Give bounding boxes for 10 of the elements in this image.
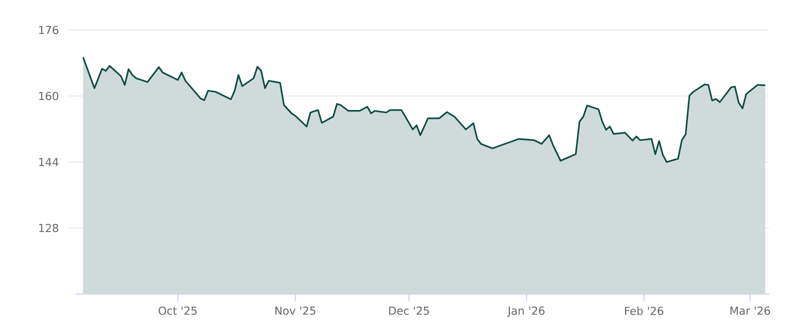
x-tick-label: Mar '26 — [730, 306, 770, 315]
y-tick-label: 160 — [39, 92, 58, 100]
x-tick-label: Dec '25 — [389, 306, 429, 315]
x-tick-label: Feb '26 — [625, 306, 664, 316]
y-tick-label: 176 — [39, 26, 58, 34]
y-tick-label: 144 — [39, 158, 58, 166]
x-tick-label: Jan '26 — [507, 306, 545, 317]
x-tick-label: Nov '25 — [275, 306, 316, 315]
y-tick-label: 128 — [39, 224, 58, 232]
x-tick-label: Oct '25 — [158, 306, 197, 315]
